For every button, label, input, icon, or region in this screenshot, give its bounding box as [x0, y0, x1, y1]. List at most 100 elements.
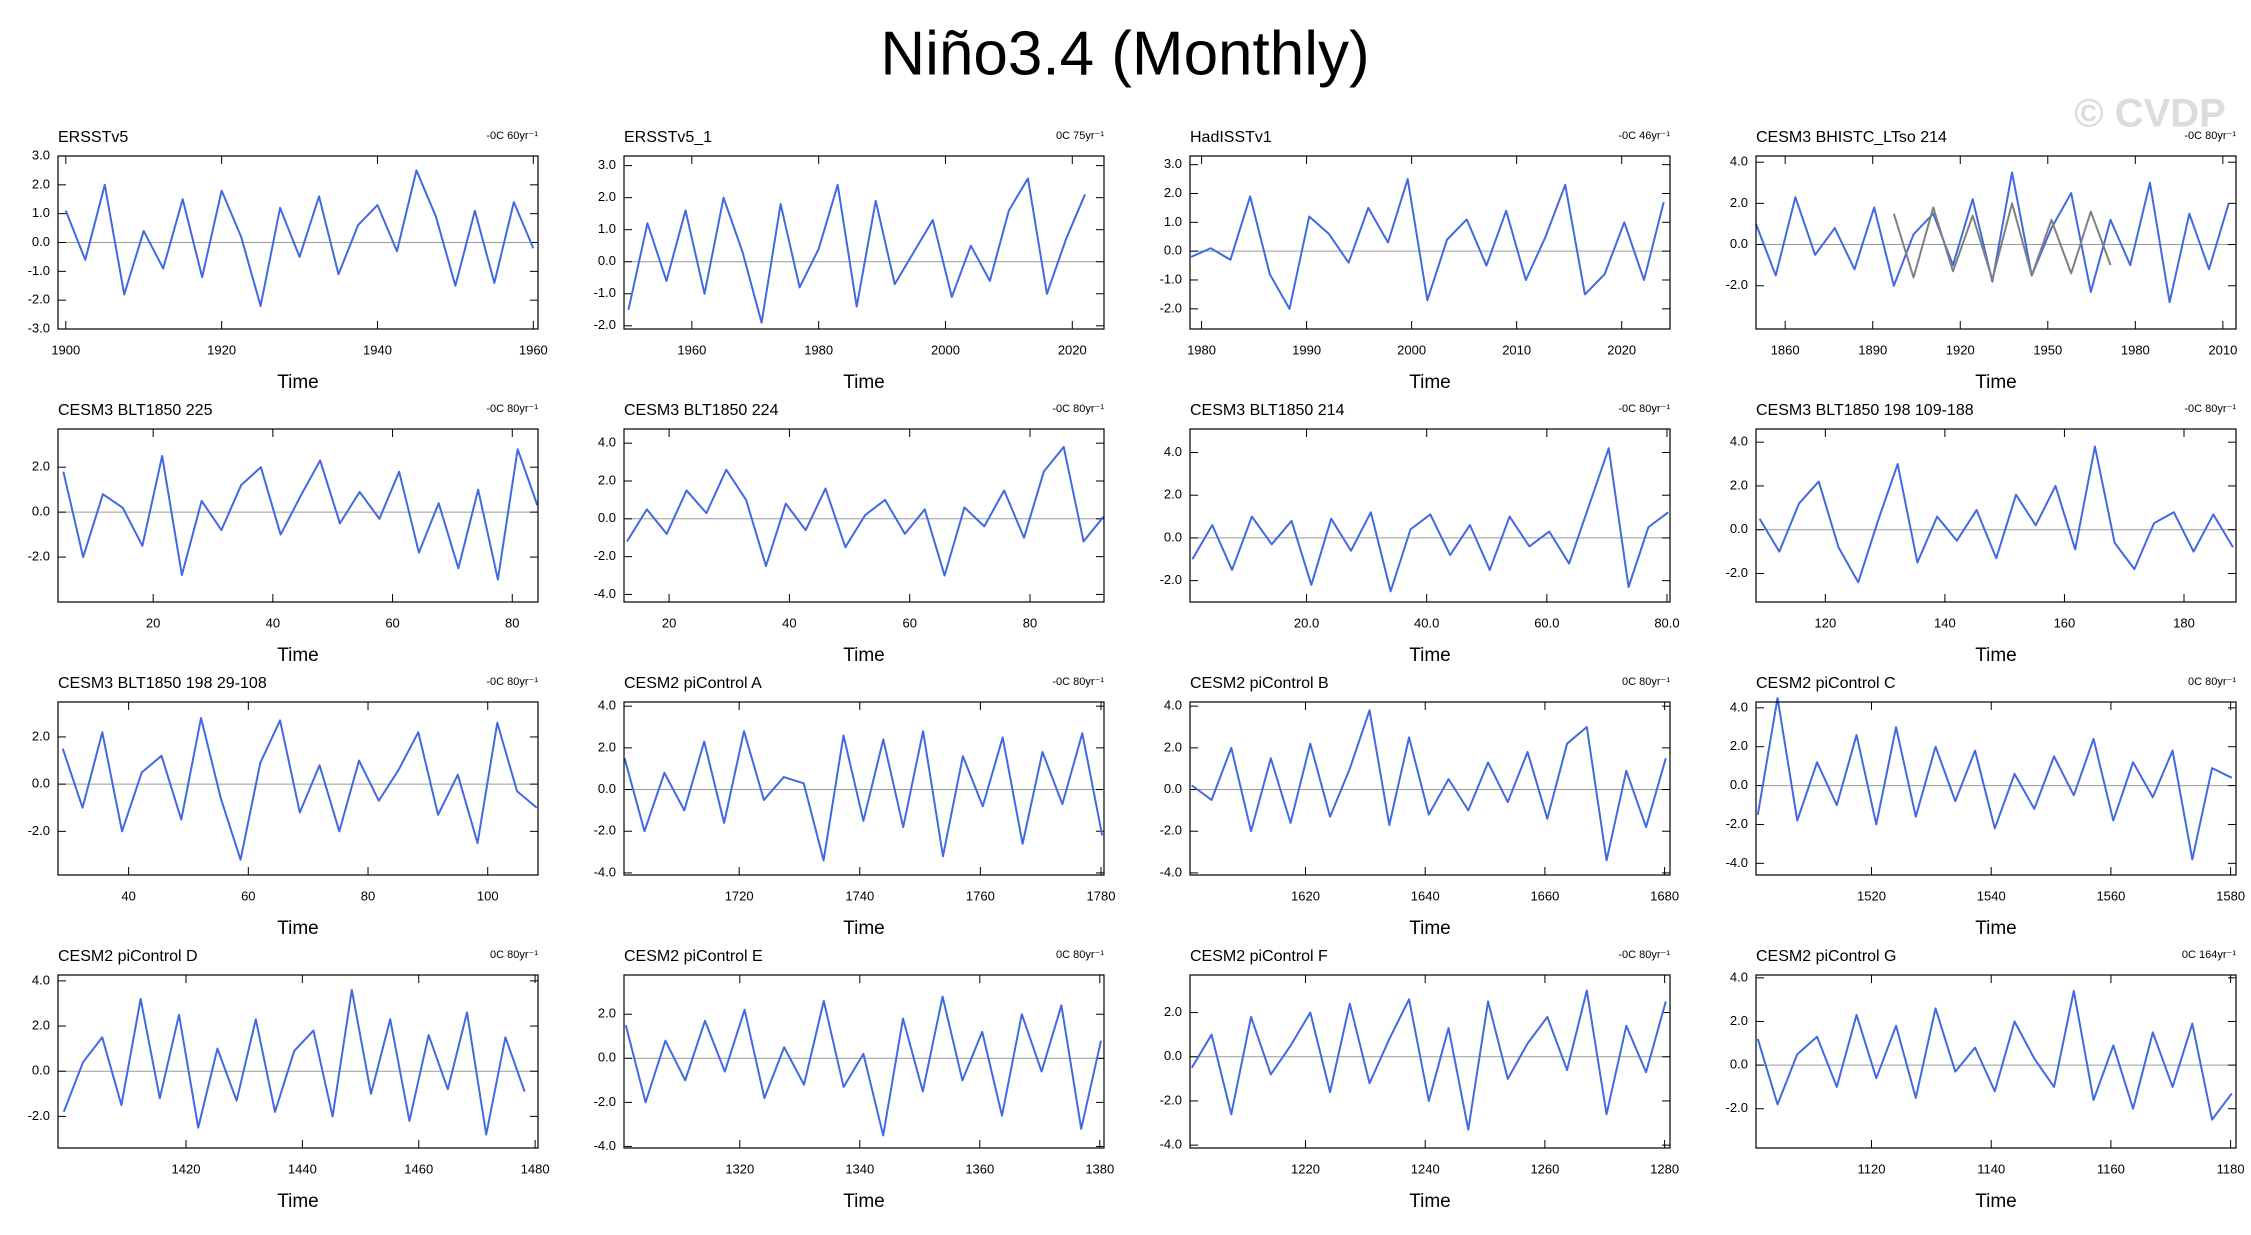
x-tick-label: 1180	[2217, 1161, 2245, 1176]
y-tick-label: 2.0	[32, 1017, 50, 1032]
x-tick-label: 80	[1023, 615, 1037, 630]
x-tick-label: 1740	[845, 888, 874, 903]
x-axis-label: Time	[843, 1191, 885, 1212]
x-tick-label: 1620	[1291, 888, 1320, 903]
x-tick-label: 1860	[1771, 342, 1800, 357]
panel-title: CESM3 BLT1850 198 29-108	[58, 675, 267, 692]
x-axis-label: Time	[277, 1191, 319, 1212]
x-tick-label: 1940	[363, 342, 392, 357]
y-tick-label: 2.0	[1730, 477, 1748, 492]
y-tick-label: 0.0	[598, 253, 616, 268]
x-axis-label: Time	[1409, 918, 1451, 939]
panel-title: CESM2 piControl F	[1190, 948, 1328, 965]
trend-label: -0C 46yr⁻¹	[1618, 130, 1670, 142]
plot-frame	[623, 155, 1105, 330]
x-tick-label: 40	[782, 615, 796, 630]
y-tick-label: 2.0	[598, 1006, 616, 1021]
y-tick-label: 4.0	[1164, 698, 1182, 713]
x-tick-label: 1580	[2216, 888, 2245, 903]
x-tick-label: 1140	[1977, 1161, 2005, 1176]
x-axis-label: Time	[1409, 372, 1451, 393]
trend-label: -0C 80yr⁻¹	[1052, 676, 1104, 688]
y-tick-label: 0.0	[1730, 236, 1748, 251]
y-tick-label: -4.0	[1160, 864, 1182, 879]
y-tick-label: -2.0	[28, 823, 50, 838]
y-tick-label: 0.0	[1164, 1048, 1182, 1063]
trend-label: -0C 80yr⁻¹	[486, 403, 538, 415]
y-tick-label: 3.0	[598, 157, 616, 172]
y-tick-label: 2.0	[32, 176, 50, 191]
x-axis-label: Time	[277, 372, 319, 393]
panel-title: CESM3 BLT1850 225	[58, 402, 213, 419]
x-tick-label: 1280	[1650, 1161, 1679, 1176]
x-tick-label: 1980	[804, 342, 833, 357]
plot-frame	[57, 428, 539, 603]
y-tick-label: 4.0	[1730, 154, 1748, 169]
plot-frame	[1189, 701, 1671, 876]
plot-frame	[1755, 974, 2237, 1149]
series-line	[61, 717, 538, 861]
y-tick-label: -2.0	[1726, 1100, 1748, 1115]
y-tick-label: 2.0	[598, 189, 616, 204]
x-tick-label: 2000	[931, 342, 960, 357]
y-tick-label: -1.0	[1160, 271, 1182, 286]
watermark: © CVDP	[2074, 92, 2226, 136]
panel-title: CESM2 piControl D	[58, 948, 198, 965]
y-tick-label: -2.0	[1160, 572, 1182, 587]
y-tick-label: 0.0	[1164, 781, 1182, 796]
plot-frame	[1189, 974, 1671, 1149]
y-tick-label: 2.0	[1730, 195, 1748, 210]
x-tick-label: 60	[902, 615, 916, 630]
x-tick-label: 1760	[966, 888, 995, 903]
x-tick-label: 1900	[51, 342, 80, 357]
series-line	[1755, 171, 2230, 304]
x-tick-label: 1420	[172, 1161, 201, 1176]
y-tick-label: -2.0	[28, 549, 50, 564]
y-tick-label: -2.0	[28, 1108, 50, 1123]
trend-label: 0C 80yr⁻¹	[490, 949, 538, 961]
panel-title: HadISSTv1	[1190, 129, 1272, 146]
y-tick-label: 4.0	[1730, 969, 1748, 984]
x-tick-label: 1540	[1977, 888, 2006, 903]
x-tick-label: 1220	[1291, 1161, 1320, 1176]
x-tick-label: 60	[385, 615, 399, 630]
trend-label: 0C 80yr⁻¹	[2188, 676, 2236, 688]
series-line	[1756, 989, 2233, 1121]
x-tick-label: 1920	[207, 342, 236, 357]
trend-label: 0C 80yr⁻¹	[1622, 676, 1670, 688]
trend-label: -0C 80yr⁻¹	[486, 676, 538, 688]
panel-title: CESM2 piControl E	[624, 948, 763, 965]
x-axis-label: Time	[1409, 1191, 1451, 1212]
plot-frame	[623, 974, 1105, 1149]
y-tick-label: 2.0	[1730, 738, 1748, 753]
trend-label: -0C 80yr⁻¹	[2184, 403, 2236, 415]
plot-frame	[1189, 155, 1671, 330]
plot-frame	[1755, 155, 2237, 330]
series-line	[62, 448, 539, 581]
y-tick-label: -2.0	[1160, 1092, 1182, 1107]
x-tick-label: 60	[241, 888, 255, 903]
x-tick-label: 140	[1934, 615, 1956, 630]
y-tick-label: -2.0	[28, 292, 50, 307]
y-tick-label: -2.0	[594, 317, 616, 332]
series-line	[62, 988, 526, 1136]
y-tick-label: 4.0	[598, 435, 616, 450]
x-tick-label: 80.0	[1654, 615, 1679, 630]
figure-title: Niño3.4 (Monthly)	[880, 19, 1369, 88]
plot-frame	[57, 155, 539, 330]
panel-title: ERSSTv5_1	[624, 129, 712, 146]
y-tick-label: 2.0	[32, 459, 50, 474]
y-tick-label: 2.0	[1164, 739, 1182, 754]
y-tick-label: -2.0	[1160, 300, 1182, 315]
x-tick-label: 40.0	[1414, 615, 1439, 630]
x-tick-label: 1960	[519, 342, 548, 357]
y-tick-label: 4.0	[1730, 434, 1748, 449]
y-tick-label: 2.0	[598, 739, 616, 754]
y-tick-label: -2.0	[1160, 823, 1182, 838]
x-axis-label: Time	[1975, 918, 2017, 939]
panel-title: CESM2 piControl A	[624, 675, 762, 692]
x-axis-label: Time	[843, 645, 885, 666]
series-line	[626, 445, 1105, 577]
